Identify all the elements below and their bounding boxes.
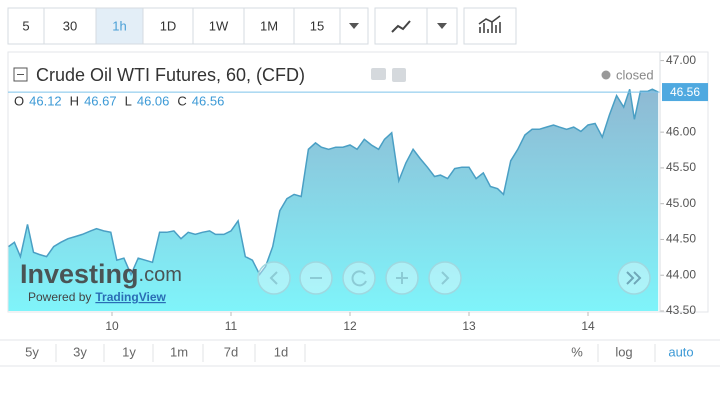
- provider[interactable]: TradingView: [95, 290, 166, 304]
- y-tick-label: 44.00: [666, 267, 696, 281]
- status-dot: [601, 70, 611, 80]
- interval-label: 1D: [160, 18, 177, 33]
- brand: Investing: [20, 259, 139, 289]
- price-line: [8, 88, 659, 277]
- scroll-left[interactable]: [257, 261, 291, 295]
- powered-by: Powered by: [28, 290, 91, 304]
- range-button[interactable]: 1d: [274, 344, 288, 359]
- ohlc-key: O: [14, 93, 24, 108]
- settings-icon[interactable]: [392, 68, 406, 82]
- plot: 43.50 44.00 44.50 45.00 45.50 46.00 47.00 10 11 1…: [8, 53, 708, 333]
- x-tick-label: 14: [581, 319, 595, 333]
- interval-label: 30: [63, 18, 77, 33]
- dropdown-arrow: [437, 23, 447, 29]
- ohlc-value: 46.56: [192, 93, 225, 108]
- interval-label: 5: [22, 18, 29, 33]
- interval-label: 1h: [112, 18, 126, 33]
- nav-icons: [269, 270, 642, 287]
- ohlc-value: 46.06: [137, 93, 170, 108]
- watermark-powered: Powered by TradingView: [28, 290, 167, 304]
- interval-button[interactable]: [43, 7, 97, 45]
- ohlc: O 46.12 H 46.67 L 46.06 C 46.56: [14, 93, 224, 108]
- dropdown-arrow: [349, 23, 359, 29]
- interval-button[interactable]: [192, 7, 245, 45]
- interval-label: 1M: [260, 18, 278, 33]
- interval-button[interactable]: [142, 7, 194, 45]
- scroll-right[interactable]: [428, 261, 462, 295]
- interval-button[interactable]: [95, 7, 144, 45]
- watermark-brand: Investing.com: [20, 259, 182, 289]
- last-price-tag: [662, 83, 708, 102]
- reset[interactable]: [342, 261, 376, 295]
- ohlc-key: H: [70, 93, 79, 108]
- scale-button[interactable]: auto: [668, 344, 693, 359]
- ohlc-value: 46.12: [29, 93, 62, 108]
- indicators-button[interactable]: [463, 7, 517, 45]
- line-style-button[interactable]: [374, 7, 428, 45]
- y-tick-label: 43.50: [666, 303, 696, 317]
- eye-icon[interactable]: [371, 68, 386, 80]
- ohlc-key: C: [177, 93, 186, 108]
- range-button[interactable]: 5y: [25, 344, 39, 359]
- bottom-bar: 5y 3y 1y 1m 7d 1d% log auto: [25, 344, 694, 362]
- scale-button[interactable]: log: [615, 344, 632, 359]
- range-button[interactable]: 3y: [73, 344, 87, 359]
- chart-title: Crude Oil WTI Futures, 60, (CFD): [36, 65, 305, 85]
- toolbar: 5 30 1h 1D 1W 1M 15: [7, 7, 369, 45]
- range-button[interactable]: 1y: [122, 344, 136, 359]
- interval-label: 1W: [209, 18, 229, 33]
- status: closed: [616, 67, 654, 82]
- x-tick-label: 13: [462, 319, 476, 333]
- range-button[interactable]: 1m: [170, 344, 188, 359]
- scale-button[interactable]: %: [571, 344, 583, 359]
- last-price-label: 46.56: [670, 85, 700, 99]
- line-icon: [391, 20, 411, 33]
- y-tick-label: 45.00: [666, 196, 696, 210]
- range-button[interactable]: 7d: [224, 344, 238, 359]
- interval-button[interactable]: [7, 7, 45, 45]
- y-tick-label: 47.00: [666, 53, 696, 67]
- x-tick-label: 11: [225, 319, 238, 333]
- ohlc-key: L: [125, 93, 132, 108]
- collapse-icon[interactable]: [13, 67, 28, 82]
- ohlc-value: 46.67: [84, 93, 117, 108]
- y-tick-label: 44.50: [666, 232, 696, 246]
- interval-button[interactable]: [243, 7, 295, 45]
- y-tick-label: 46.00: [666, 124, 696, 138]
- indicators-icon: [478, 15, 501, 33]
- area: [8, 89, 659, 311]
- x-tick-label: 10: [105, 319, 119, 333]
- y-tick-label: 45.50: [666, 160, 696, 174]
- interval-label: 15: [310, 18, 324, 33]
- x-tick-label: 12: [343, 319, 357, 333]
- brand-suffix: .com: [139, 264, 182, 286]
